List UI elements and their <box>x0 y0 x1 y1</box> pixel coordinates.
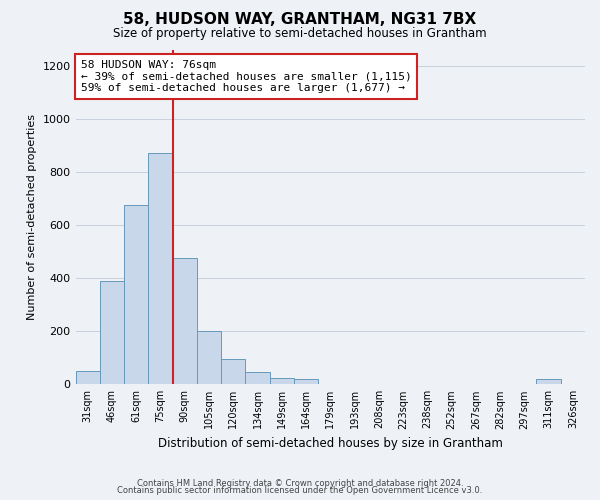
X-axis label: Distribution of semi-detached houses by size in Grantham: Distribution of semi-detached houses by … <box>158 437 503 450</box>
Bar <box>173 258 197 384</box>
Text: 58, HUDSON WAY, GRANTHAM, NG31 7BX: 58, HUDSON WAY, GRANTHAM, NG31 7BX <box>124 12 476 28</box>
Bar <box>124 205 148 384</box>
Y-axis label: Number of semi-detached properties: Number of semi-detached properties <box>27 114 37 320</box>
Bar <box>536 379 561 384</box>
Text: Size of property relative to semi-detached houses in Grantham: Size of property relative to semi-detach… <box>113 28 487 40</box>
Bar <box>294 379 318 384</box>
Text: Contains public sector information licensed under the Open Government Licence v3: Contains public sector information licen… <box>118 486 482 495</box>
Bar <box>221 359 245 384</box>
Text: Contains HM Land Registry data © Crown copyright and database right 2024.: Contains HM Land Registry data © Crown c… <box>137 478 463 488</box>
Bar <box>148 154 173 384</box>
Bar <box>76 371 100 384</box>
Bar <box>100 281 124 384</box>
Bar <box>269 378 294 384</box>
Bar <box>197 331 221 384</box>
Text: 58 HUDSON WAY: 76sqm
← 39% of semi-detached houses are smaller (1,115)
59% of se: 58 HUDSON WAY: 76sqm ← 39% of semi-detac… <box>80 60 412 93</box>
Bar <box>245 372 269 384</box>
